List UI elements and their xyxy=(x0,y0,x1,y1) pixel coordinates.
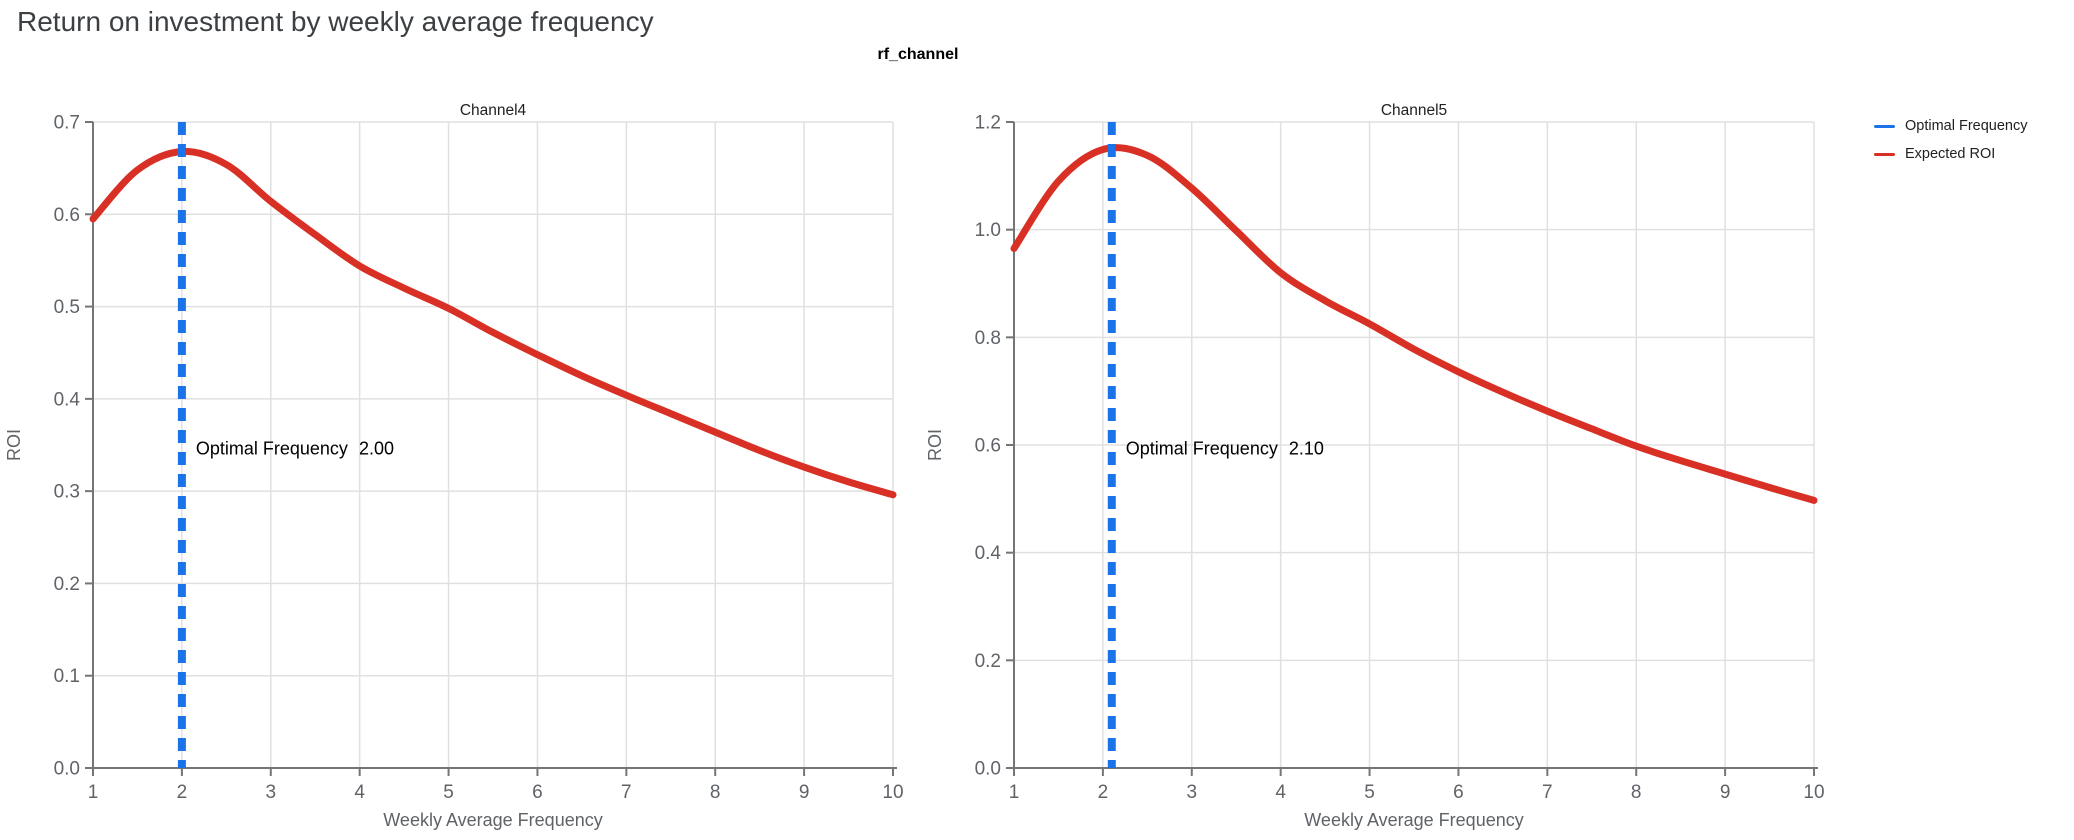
y-tick-label: 0.8 xyxy=(975,328,1001,349)
x-tick-label: 6 xyxy=(532,782,543,803)
x-tick-label: 5 xyxy=(1364,782,1375,803)
y-tick-label: 0.0 xyxy=(975,759,1001,780)
x-tick-label: 3 xyxy=(1186,782,1197,803)
x-axis-title: Weekly Average Frequency xyxy=(383,810,602,830)
y-tick-label: 0.2 xyxy=(975,651,1001,672)
page-title: Return on investment by weekly average f… xyxy=(17,6,654,37)
x-tick-label: 9 xyxy=(799,782,810,803)
x-tick-label: 2 xyxy=(177,782,188,803)
y-tick-label: 0.1 xyxy=(54,666,80,687)
chart-channel4: Channel4 0.0 0.1 0.2 0.3 0.4 0.5 0.6 0.7 1 2 3 4 5 6 7 8… xyxy=(4,102,904,830)
x-tick-label: 3 xyxy=(265,782,276,803)
figure-suptitle: rf_channel xyxy=(877,46,959,63)
x-tick-label: 1 xyxy=(1009,782,1020,803)
x-tick-label: 6 xyxy=(1453,782,1464,803)
optimal-frequency-annotation: Optimal Frequency 2.10 xyxy=(1126,439,1324,459)
x-tick-label: 7 xyxy=(621,782,632,803)
chart-channel5: Channel5 0.0 0.2 0.4 0.6 0.8 1.0 1.2 1 2 3 4 5 6 7 8 9 10… xyxy=(925,102,1825,830)
y-axis-title: ROI xyxy=(4,429,24,461)
subplot-title: Channel4 xyxy=(460,102,527,119)
y-tick-label: 0.7 xyxy=(54,113,80,134)
legend: Optimal Frequency Expected ROI xyxy=(1874,112,2028,168)
x-tick-label: 8 xyxy=(1631,782,1642,803)
y-tick-label: 1.2 xyxy=(975,113,1001,134)
x-axis-title: Weekly Average Frequency xyxy=(1304,810,1523,830)
y-tick-label: 0.0 xyxy=(54,759,80,780)
y-tick-label: 0.2 xyxy=(54,574,80,595)
optimal-frequency-annotation: Optimal Frequency 2.00 xyxy=(196,439,394,459)
y-tick-label: 0.4 xyxy=(975,543,1002,564)
y-tick-label: 0.4 xyxy=(54,389,81,410)
x-tick-label: 2 xyxy=(1098,782,1109,803)
optimal-frequency-swatch-icon xyxy=(1874,124,1895,128)
y-tick-label: 0.6 xyxy=(54,205,80,226)
y-axis-title: ROI xyxy=(925,429,945,461)
y-tick-label: 0.5 xyxy=(54,297,80,318)
x-tick-label: 7 xyxy=(1542,782,1553,803)
x-tick-label: 4 xyxy=(354,782,365,803)
subplot-title: Channel5 xyxy=(1381,102,1447,119)
x-tick-label: 10 xyxy=(1803,782,1824,803)
expected-roi-swatch-icon xyxy=(1874,152,1895,156)
y-tick-label: 0.6 xyxy=(975,436,1001,457)
y-tick-label: 0.3 xyxy=(54,482,80,503)
legend-label: Expected ROI xyxy=(1905,146,1996,162)
x-tick-label: 4 xyxy=(1275,782,1286,803)
legend-label: Optimal Frequency xyxy=(1905,118,2028,134)
expected-roi-curve xyxy=(1010,144,1818,504)
x-tick-label: 8 xyxy=(710,782,721,803)
x-tick-label: 9 xyxy=(1720,782,1731,803)
x-tick-label: 10 xyxy=(882,782,903,803)
legend-item-optimal-frequency: Optimal Frequency xyxy=(1874,112,2028,140)
legend-item-expected-roi: Expected ROI xyxy=(1874,140,2028,168)
x-tick-label: 1 xyxy=(88,782,99,803)
expected-roi-curve xyxy=(89,147,897,499)
x-tick-label: 5 xyxy=(443,782,454,803)
y-tick-label: 1.0 xyxy=(975,220,1001,241)
